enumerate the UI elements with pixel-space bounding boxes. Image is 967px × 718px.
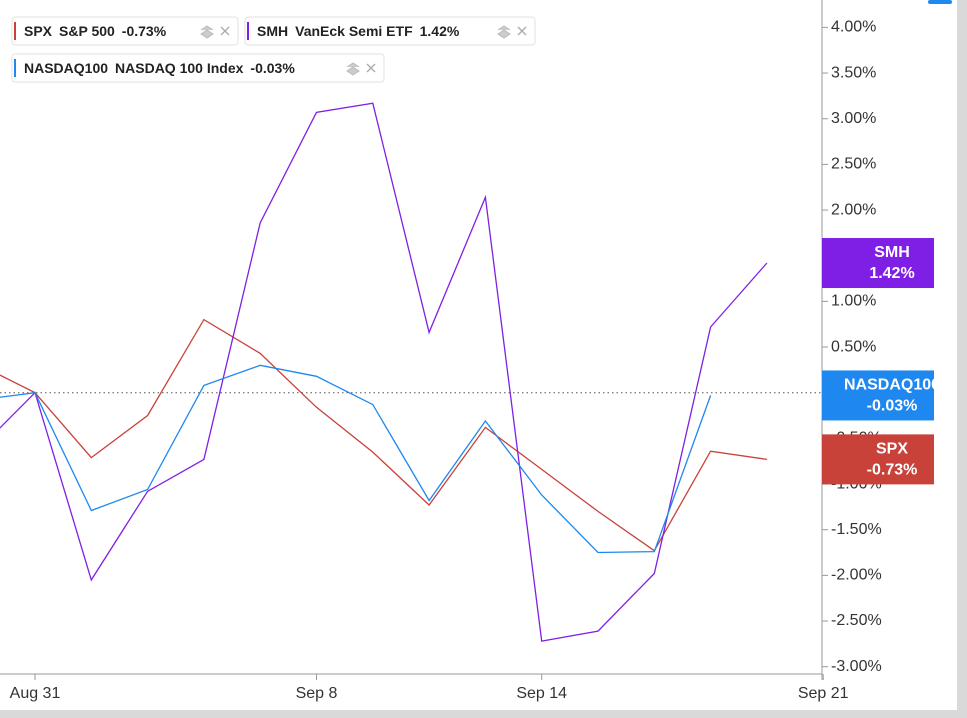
y-tick-label: -2.00%	[831, 567, 882, 584]
y-tick-label: -3.00%	[831, 658, 882, 675]
legend-description: VanEck Semi ETF	[295, 23, 413, 39]
series-line	[0, 102, 768, 642]
toolbar-button[interactable]	[928, 0, 952, 4]
flag-symbol: SMH	[874, 244, 910, 261]
legend-box	[11, 16, 239, 46]
y-tick-label: 0.50%	[831, 338, 876, 355]
legend-text: SMH VanEck Semi ETF 1.42%	[257, 23, 460, 39]
legend-swatch	[247, 22, 249, 40]
y-tick-label: 3.00%	[831, 110, 876, 127]
legend-symbol: SMH	[257, 23, 288, 39]
price-flag	[822, 434, 934, 485]
x-tick-label: Aug 31	[10, 685, 61, 702]
y-tick-label: 2.00%	[831, 201, 876, 218]
legend-swatch	[14, 59, 16, 77]
x-tick-label: Sep 14	[516, 685, 567, 702]
legend-text: SPX S&P 500 -0.73%	[24, 23, 167, 39]
frame-edge	[0, 710, 967, 718]
y-tick-label: -1.50%	[831, 521, 882, 538]
legend-text: NASDAQ100 NASDAQ 100 Index -0.03%	[24, 60, 295, 76]
flag-symbol: NASDAQ100	[844, 377, 940, 394]
legend-item[interactable]: SPX S&P 500 -0.73%	[11, 16, 239, 46]
close-icon[interactable]	[220, 26, 230, 36]
flag-change: 1.42%	[869, 265, 914, 282]
close-icon[interactable]	[366, 63, 376, 73]
price-flag	[822, 370, 934, 421]
close-icon[interactable]	[517, 26, 527, 36]
x-tick-label: Sep 8	[296, 685, 338, 702]
legend-item[interactable]: SMH VanEck Semi ETF 1.42%	[244, 16, 536, 46]
flag-change: -0.73%	[867, 462, 918, 479]
y-tick-label: 3.50%	[831, 64, 876, 81]
legend-description: S&P 500	[59, 23, 115, 39]
series-line	[0, 364, 712, 554]
legend-box	[244, 16, 536, 46]
legend-description: NASDAQ 100 Index	[115, 60, 244, 76]
frame-edge	[957, 0, 967, 718]
legend-swatch	[14, 22, 16, 40]
legend-change: -0.73%	[122, 23, 167, 39]
stack-icon[interactable]	[497, 25, 511, 39]
flag-symbol: SPX	[876, 441, 908, 458]
legend-change: 1.42%	[420, 23, 460, 39]
legend-change: -0.03%	[250, 60, 295, 76]
y-tick-label: 2.50%	[831, 156, 876, 173]
y-tick-label: -2.50%	[831, 612, 882, 629]
stack-icon[interactable]	[200, 25, 214, 39]
legend-symbol: NASDAQ100	[24, 60, 108, 76]
flag-change: -0.03%	[867, 398, 918, 415]
y-tick-label: 4.00%	[831, 19, 876, 36]
x-tick-label: Sep 21	[798, 685, 849, 702]
stack-icon[interactable]	[346, 62, 360, 76]
price-flag	[822, 238, 934, 289]
legend-symbol: SPX	[24, 23, 53, 39]
series-line	[0, 318, 767, 552]
legend-box	[11, 53, 385, 83]
legend-item[interactable]: NASDAQ100 NASDAQ 100 Index -0.03%	[11, 53, 385, 83]
y-tick-label: 1.00%	[831, 293, 876, 310]
